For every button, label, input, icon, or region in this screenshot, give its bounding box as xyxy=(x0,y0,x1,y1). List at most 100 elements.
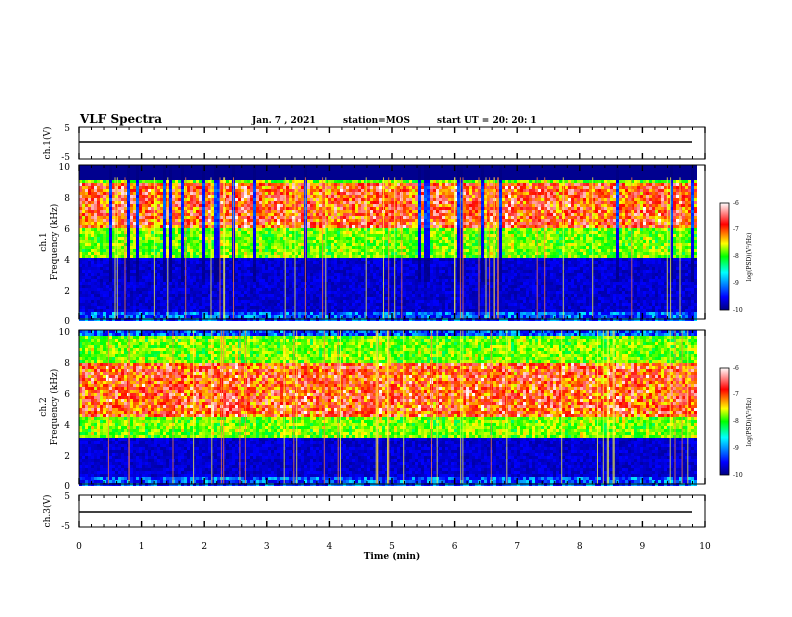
spectrogram-cell xyxy=(346,306,349,309)
spectrogram-cell xyxy=(148,246,151,249)
spectrogram-cell xyxy=(97,183,100,186)
spectrogram-cell xyxy=(340,309,343,312)
spectrogram-cell xyxy=(334,177,337,180)
spectrogram-cell xyxy=(349,186,352,189)
spectrogram-cell xyxy=(106,240,109,243)
spectrogram-cell xyxy=(331,252,334,255)
spectrogram-cell xyxy=(349,291,352,294)
spectrogram-cell xyxy=(226,195,229,198)
spectrogram-cell xyxy=(121,225,124,228)
spectrogram-cell xyxy=(334,171,337,174)
spectrogram-cell xyxy=(130,240,133,243)
spectrogram-cell xyxy=(277,243,280,246)
spectrogram-cell xyxy=(172,174,175,177)
spectrogram-cell xyxy=(193,246,196,249)
spectrogram-cell xyxy=(328,288,331,291)
spectrogram-cell xyxy=(199,252,202,255)
spectrogram-cell xyxy=(286,180,289,183)
spectrogram-cell xyxy=(331,180,334,183)
spectrogram-cell xyxy=(142,288,145,291)
spectrogram-cell xyxy=(268,255,271,258)
spectrogram-cell xyxy=(160,297,163,300)
spectrogram-cell xyxy=(301,240,304,243)
spectrogram-cell xyxy=(160,276,163,279)
spectrogram-cell xyxy=(88,180,91,183)
spectrogram-cell xyxy=(319,186,322,189)
spectrogram-cell xyxy=(247,258,250,261)
spectrogram-cell xyxy=(157,180,160,183)
spectrogram-cell xyxy=(307,195,310,198)
spectrogram-cell xyxy=(289,177,292,180)
spectrogram-cell xyxy=(346,225,349,228)
spectrogram-cell xyxy=(181,189,184,192)
spectrogram-cell xyxy=(136,204,139,207)
spectrogram-cell xyxy=(340,312,343,315)
spectrogram-cell xyxy=(247,171,250,174)
spectrogram-cell xyxy=(328,258,331,261)
spectrogram-cell xyxy=(319,174,322,177)
spectrogram-cell xyxy=(88,195,91,198)
spectrogram-cell xyxy=(343,186,346,189)
spectrogram-cell xyxy=(265,213,268,216)
spectrogram-cell xyxy=(316,234,319,237)
spectrogram-cell xyxy=(142,174,145,177)
spectrogram-cell xyxy=(187,231,190,234)
spectrogram-cell xyxy=(337,213,340,216)
spectrogram-cell xyxy=(253,225,256,228)
spectrogram-cell xyxy=(310,237,313,240)
spectrogram-cell xyxy=(235,255,238,258)
spectrogram-cell xyxy=(265,279,268,282)
spectrogram-cell xyxy=(259,273,262,276)
spectrogram-cell xyxy=(145,285,148,288)
spectrogram-cell xyxy=(91,222,94,225)
spectrogram-cell xyxy=(121,210,124,213)
spectrogram-cell xyxy=(133,297,136,300)
spectrogram-cell xyxy=(151,195,154,198)
spectrogram-cell xyxy=(241,273,244,276)
spectrogram-cell xyxy=(109,168,112,171)
spectrogram-cell xyxy=(247,210,250,213)
spectrogram-cell xyxy=(358,234,361,237)
spectrogram-cell xyxy=(85,183,88,186)
spectrogram-cell xyxy=(109,234,112,237)
spectrogram-cell xyxy=(181,294,184,297)
spectrogram-cell xyxy=(172,183,175,186)
spectrogram-cell xyxy=(82,222,85,225)
spectrogram-cell xyxy=(175,264,178,267)
spectrogram-cell xyxy=(343,282,346,285)
spectrogram-cell xyxy=(187,294,190,297)
spectrogram-cell xyxy=(175,201,178,204)
spectrogram-cell xyxy=(313,252,316,255)
spectrogram-cell xyxy=(82,246,85,249)
spectrogram-cell xyxy=(103,246,106,249)
spectrogram-cell xyxy=(358,201,361,204)
spectrogram-cell xyxy=(136,315,139,318)
spectrogram-cell xyxy=(181,303,184,306)
spectrogram-cell xyxy=(202,201,205,204)
spectrogram-cell xyxy=(268,252,271,255)
spectrogram-cell xyxy=(193,180,196,183)
spectrogram-cell xyxy=(238,315,241,318)
spectrogram-cell xyxy=(241,237,244,240)
spectrogram-cell xyxy=(127,171,130,174)
spectrogram-cell xyxy=(331,168,334,171)
spectrogram-cell xyxy=(337,279,340,282)
spectrogram-cell xyxy=(100,234,103,237)
spectrogram-cell xyxy=(205,237,208,240)
spectrogram-cell xyxy=(328,309,331,312)
spectrogram-cell xyxy=(85,270,88,273)
spectrogram-cell xyxy=(235,216,238,219)
spectrogram-cell xyxy=(247,249,250,252)
spectrogram-cell xyxy=(106,210,109,213)
spectrogram-cell xyxy=(238,180,241,183)
spectrogram-cell xyxy=(190,207,193,210)
spectrogram-cell xyxy=(340,216,343,219)
spectrogram-cell xyxy=(250,243,253,246)
spectrogram-cell xyxy=(160,171,163,174)
spectrogram-cell xyxy=(301,294,304,297)
spectrogram-cell xyxy=(157,228,160,231)
spectrogram-cell xyxy=(187,219,190,222)
spectrogram-cell xyxy=(247,255,250,258)
spectrogram-cell xyxy=(94,180,97,183)
spectrogram-cell xyxy=(241,219,244,222)
